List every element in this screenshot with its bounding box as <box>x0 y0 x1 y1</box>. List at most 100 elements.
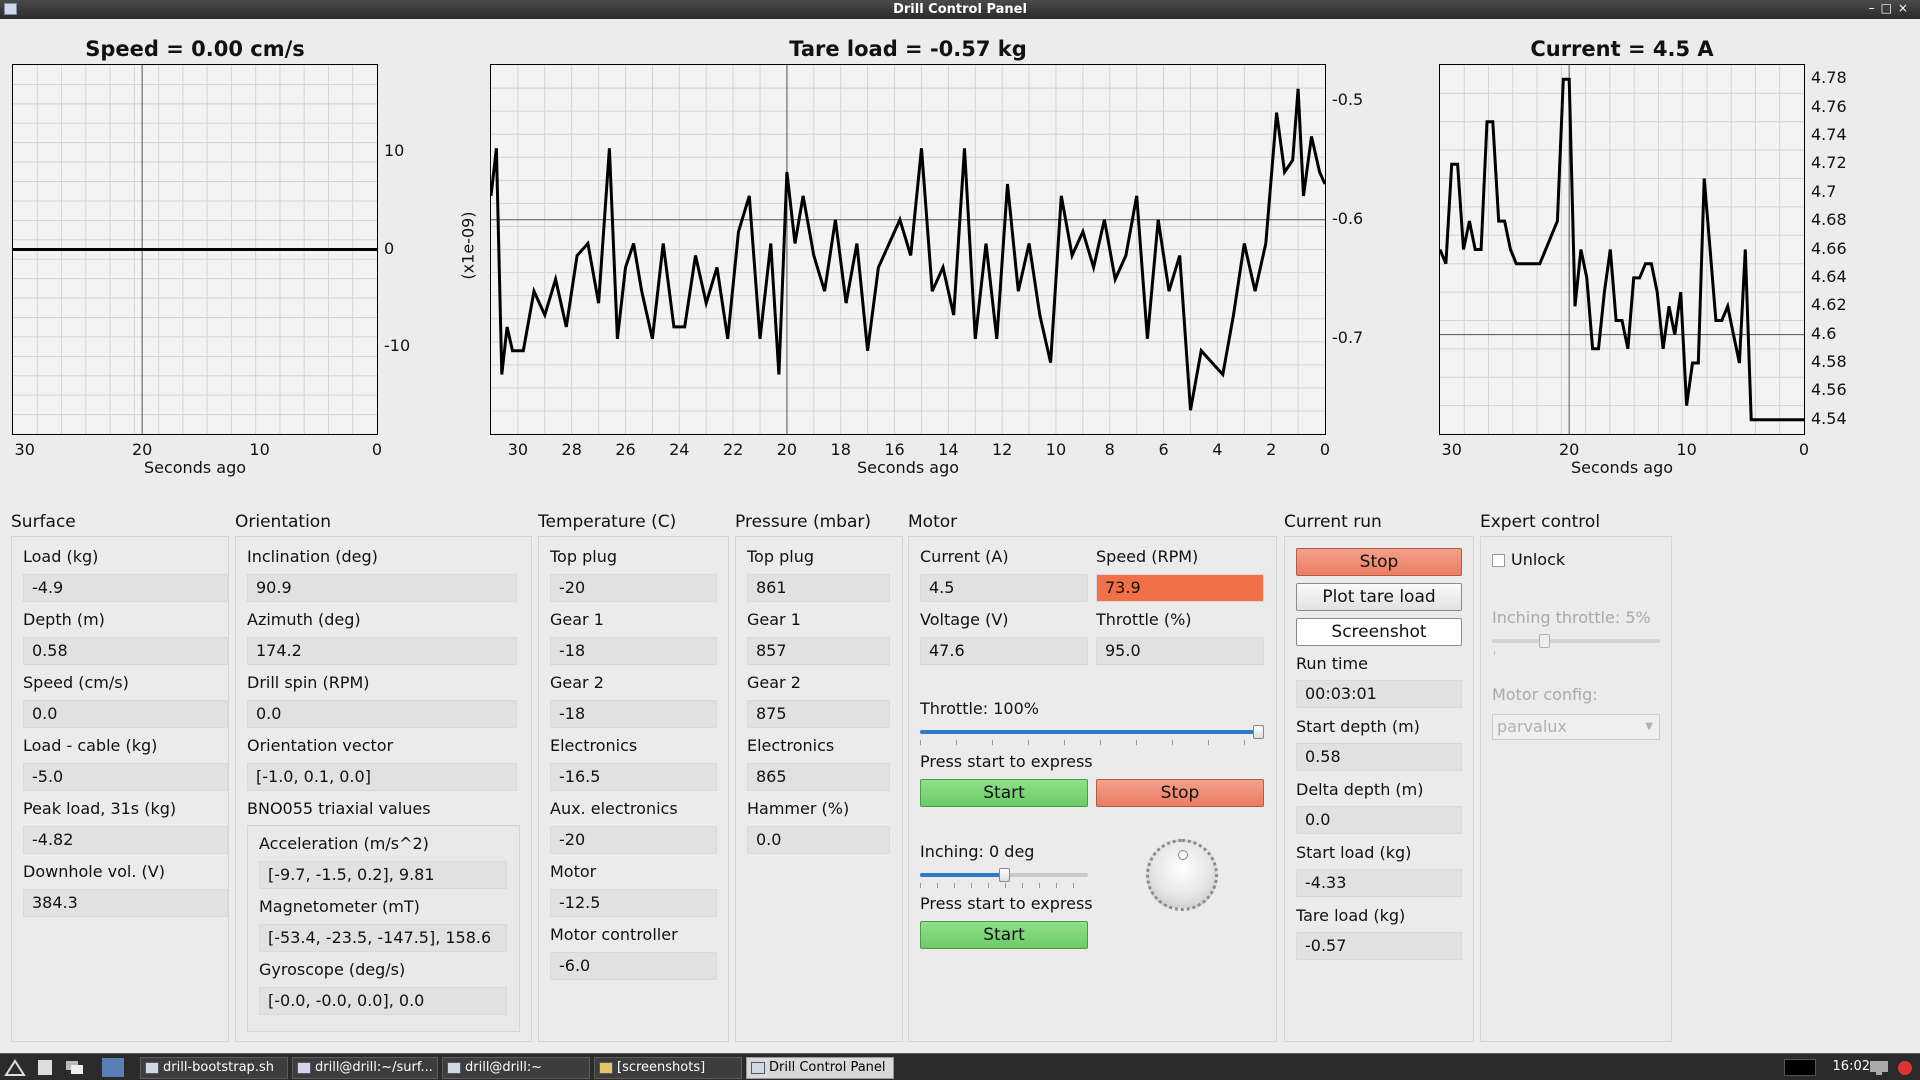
current-ytick-label: 4.72 <box>1811 153 1847 173</box>
tare-chart-xlabel: Seconds ago <box>856 458 960 477</box>
motor-config-label: Motor config: <box>1492 685 1598 704</box>
start-load-label: Start load (kg) <box>1296 843 1412 862</box>
start-depth-field[interactable]: 0.58 <box>1296 743 1462 771</box>
inching-slider[interactable] <box>920 865 1088 888</box>
pres-gear1-field[interactable]: 857 <box>747 637 890 665</box>
plot-tare-load-button[interactable]: Plot tare load <box>1296 583 1462 611</box>
tare-xtick-label: 20 <box>776 440 798 459</box>
windows-icon[interactable] <box>64 1058 86 1077</box>
taskbar-item-terminal-surf[interactable]: drill@drill:~/surf... <box>292 1057 438 1079</box>
throttle-slider-handle[interactable] <box>1253 725 1264 739</box>
unlock-label[interactable]: Unlock <box>1511 550 1566 569</box>
inching-start-button[interactable]: Start <box>920 921 1088 949</box>
motor-current-field[interactable]: 4.5 <box>920 574 1088 602</box>
pres-electronics-field[interactable]: 865 <box>747 763 890 791</box>
surface-downhole-vol-field[interactable]: 384.3 <box>23 889 228 917</box>
inclination-field[interactable]: 90.9 <box>247 574 517 602</box>
tare-series-line <box>489 88 1327 411</box>
surface-load-field[interactable]: -4.9 <box>23 574 228 602</box>
taskbar-item-terminal-home[interactable]: drill@drill:~ <box>442 1057 590 1079</box>
pres-gear1-label: Gear 1 <box>747 610 801 629</box>
tare-xtick-label: 4 <box>1212 440 1223 459</box>
surface-depth-field[interactable]: 0.58 <box>23 637 228 665</box>
run-time-field[interactable]: 00:03:01 <box>1296 680 1462 708</box>
pres-top-plug-field[interactable]: 861 <box>747 574 890 602</box>
surface-load-cable-field[interactable]: -5.0 <box>23 763 228 791</box>
motor-voltage-field[interactable]: 47.6 <box>920 637 1088 665</box>
tare-chart-ylabel: (x1e-09) <box>458 211 478 280</box>
screenshot-button[interactable]: Screenshot <box>1296 618 1462 646</box>
start-load-field[interactable]: -4.33 <box>1296 869 1462 897</box>
inching-throttle-handle[interactable] <box>1539 634 1550 648</box>
start-depth-label: Start depth (m) <box>1296 717 1420 736</box>
orientation-vector-label: Orientation vector <box>247 736 394 755</box>
surface-speed-field[interactable]: 0.0 <box>23 700 228 728</box>
motor-throttle-label: Throttle (%) <box>1096 610 1192 629</box>
temp-electronics-field[interactable]: -16.5 <box>550 763 717 791</box>
monitor-icon[interactable] <box>1868 1058 1890 1077</box>
press-start-label-1: Press start to express <box>920 752 1093 771</box>
throttle-slider[interactable] <box>920 722 1264 745</box>
file-manager-icon[interactable] <box>34 1058 56 1077</box>
tare-load-field[interactable]: -0.57 <box>1296 932 1462 960</box>
magnetometer-label: Magnetometer (mT) <box>259 897 420 916</box>
tare-xtick-label: 2 <box>1266 440 1277 459</box>
run-stop-button[interactable]: Stop <box>1296 548 1462 576</box>
speed-ytick-label: 10 <box>384 141 405 161</box>
expert-control-title: Expert control <box>1480 512 1601 532</box>
current-ytick-label: 4.64 <box>1811 266 1847 286</box>
desktop-icon[interactable] <box>102 1058 124 1077</box>
power-icon[interactable] <box>1894 1058 1916 1077</box>
inching-dial[interactable] <box>1146 839 1218 911</box>
inching-slider-handle[interactable] <box>999 868 1010 882</box>
inching-throttle-label: Inching throttle: 5% <box>1492 608 1651 627</box>
motor-start-button[interactable]: Start <box>920 779 1088 807</box>
temp-gear1-field[interactable]: -18 <box>550 637 717 665</box>
motor-config-select[interactable]: parvalux ▼ <box>1492 714 1660 740</box>
acceleration-field[interactable]: [-9.7, -1.5, 0.2], 9.81 <box>259 861 507 889</box>
expert-control-panel: Unlock Inching throttle: 5% Motor config… <box>1480 536 1672 1042</box>
pressure-panel: Top plug 861 Gear 1 857 Gear 2 875 Elect… <box>735 536 903 1042</box>
tare-xtick-label: 8 <box>1104 440 1115 459</box>
delta-depth-field[interactable]: 0.0 <box>1296 806 1462 834</box>
inching-label: Inching: 0 deg <box>920 842 1035 861</box>
temp-top-plug-field[interactable]: -20 <box>550 574 717 602</box>
unlock-checkbox[interactable] <box>1492 554 1505 567</box>
motor-throttle-field[interactable]: 95.0 <box>1096 637 1264 665</box>
gyroscope-field[interactable]: [-0.0, -0.0, 0.0], 0.0 <box>259 987 507 1015</box>
current-xtick-label: 0 <box>1798 440 1810 459</box>
inching-dial-knob[interactable] <box>1178 850 1188 860</box>
magnetometer-field[interactable]: [-53.4, -23.5, -147.5], 158.6 <box>259 924 507 952</box>
motor-stop-button[interactable]: Stop <box>1096 779 1264 807</box>
window-controls[interactable]: –□× <box>1868 1 1914 15</box>
tare-xtick-label: 12 <box>991 440 1013 459</box>
inching-throttle-slider[interactable] <box>1492 631 1660 651</box>
speed-xtick-label: 0 <box>371 440 383 459</box>
drill-spin-field[interactable]: 0.0 <box>247 700 517 728</box>
pres-gear2-field[interactable]: 875 <box>747 700 890 728</box>
current-xtick-label: 20 <box>1558 440 1580 459</box>
azimuth-field[interactable]: 174.2 <box>247 637 517 665</box>
clock: 16:02 <box>1832 1059 1870 1074</box>
motor-panel: Current (A) 4.5 Speed (RPM) 73.9 Voltage… <box>908 536 1277 1042</box>
current-xtick-label: 10 <box>1676 440 1697 459</box>
taskbar-item-bootstrap[interactable]: drill-bootstrap.sh <box>140 1057 288 1079</box>
speed-ytick-label: -10 <box>384 335 411 355</box>
orientation-vector-field[interactable]: [-1.0, 0.1, 0.0] <box>247 763 517 791</box>
start-menu-icon[interactable] <box>4 1058 26 1077</box>
tare-xtick-label: 0 <box>1319 440 1331 459</box>
temp-top-plug-label: Top plug <box>550 547 617 566</box>
temp-motor-controller-field[interactable]: -6.0 <box>550 952 717 980</box>
cpu-monitor <box>1784 1059 1816 1076</box>
temp-aux-electronics-field[interactable]: -20 <box>550 826 717 854</box>
pres-hammer-field[interactable]: 0.0 <box>747 826 890 854</box>
taskbar-item-drill-control-panel[interactable]: Drill Control Panel <box>746 1057 894 1079</box>
motor-speed-field[interactable]: 73.9 <box>1096 574 1264 602</box>
taskbar-item-screenshots[interactable]: [screenshots] <box>594 1057 742 1079</box>
temp-motor-field[interactable]: -12.5 <box>550 889 717 917</box>
tare-chart-plot <box>489 64 1327 435</box>
surface-peak-load-field[interactable]: -4.82 <box>23 826 228 854</box>
window-titlebar[interactable]: Drill Control Panel –□× <box>0 0 1920 19</box>
surface-load-label: Load (kg) <box>23 547 99 566</box>
temp-gear2-field[interactable]: -18 <box>550 700 717 728</box>
